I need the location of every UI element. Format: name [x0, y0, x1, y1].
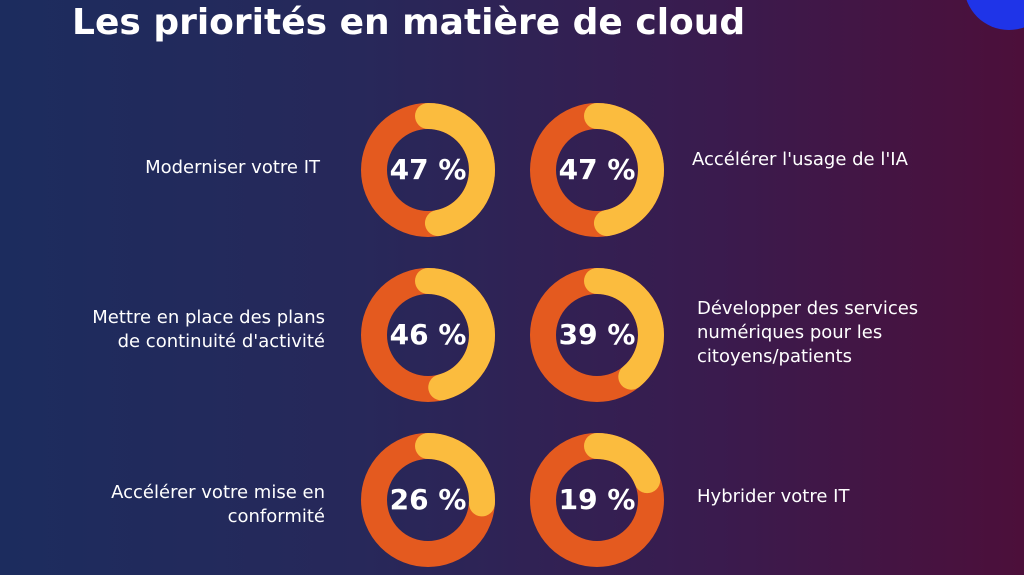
- donut-chart-continuite: 46 %: [361, 268, 495, 402]
- donut-chart-conformite: 26 %: [361, 433, 495, 567]
- chart-label-services: Développer des services numériques pour …: [697, 298, 919, 367]
- donut-value-segment: [530, 433, 664, 567]
- chart-label-conformite: Accélérer votre mise en conformité: [111, 482, 325, 527]
- chart-label-hybrider: Hybrider votre IT: [697, 486, 850, 507]
- donut-chart-moderniser: 47 %: [361, 103, 495, 237]
- donut-ring: [361, 103, 495, 237]
- donut-value-segment: [361, 268, 495, 402]
- donut-value-segment: [361, 103, 495, 237]
- chart-value-label: 46 %: [389, 318, 467, 351]
- page-title: Les priorités en matière de cloud: [72, 2, 746, 43]
- chart-label-moderniser: Moderniser votre IT: [145, 157, 320, 178]
- donut-chart-ia: 47 %: [530, 103, 664, 237]
- chart-value-label: 19 %: [558, 483, 636, 516]
- donut-ring: [530, 268, 664, 402]
- chart-label-continuite: Mettre en place des plans de continuité …: [92, 307, 325, 352]
- chart-value-label: 47 %: [558, 153, 636, 186]
- donut-value-segment: [530, 103, 664, 237]
- chart-label-ia: Accélérer l'usage de l'IA: [692, 149, 908, 170]
- chart-value-label: 26 %: [389, 483, 467, 516]
- chart-value-label: 39 %: [558, 318, 636, 351]
- donut-ring: [530, 433, 664, 567]
- donut-chart-hybrider: 19 %: [530, 433, 664, 567]
- donut-value-segment: [361, 433, 495, 567]
- donut-value-segment: [530, 268, 664, 402]
- donut-ring: [530, 103, 664, 237]
- donut-ring: [361, 268, 495, 402]
- chart-value-label: 47 %: [389, 153, 467, 186]
- donut-ring: [361, 433, 495, 567]
- corner-decoration: [964, 0, 1024, 30]
- donut-chart-services: 39 %: [530, 268, 664, 402]
